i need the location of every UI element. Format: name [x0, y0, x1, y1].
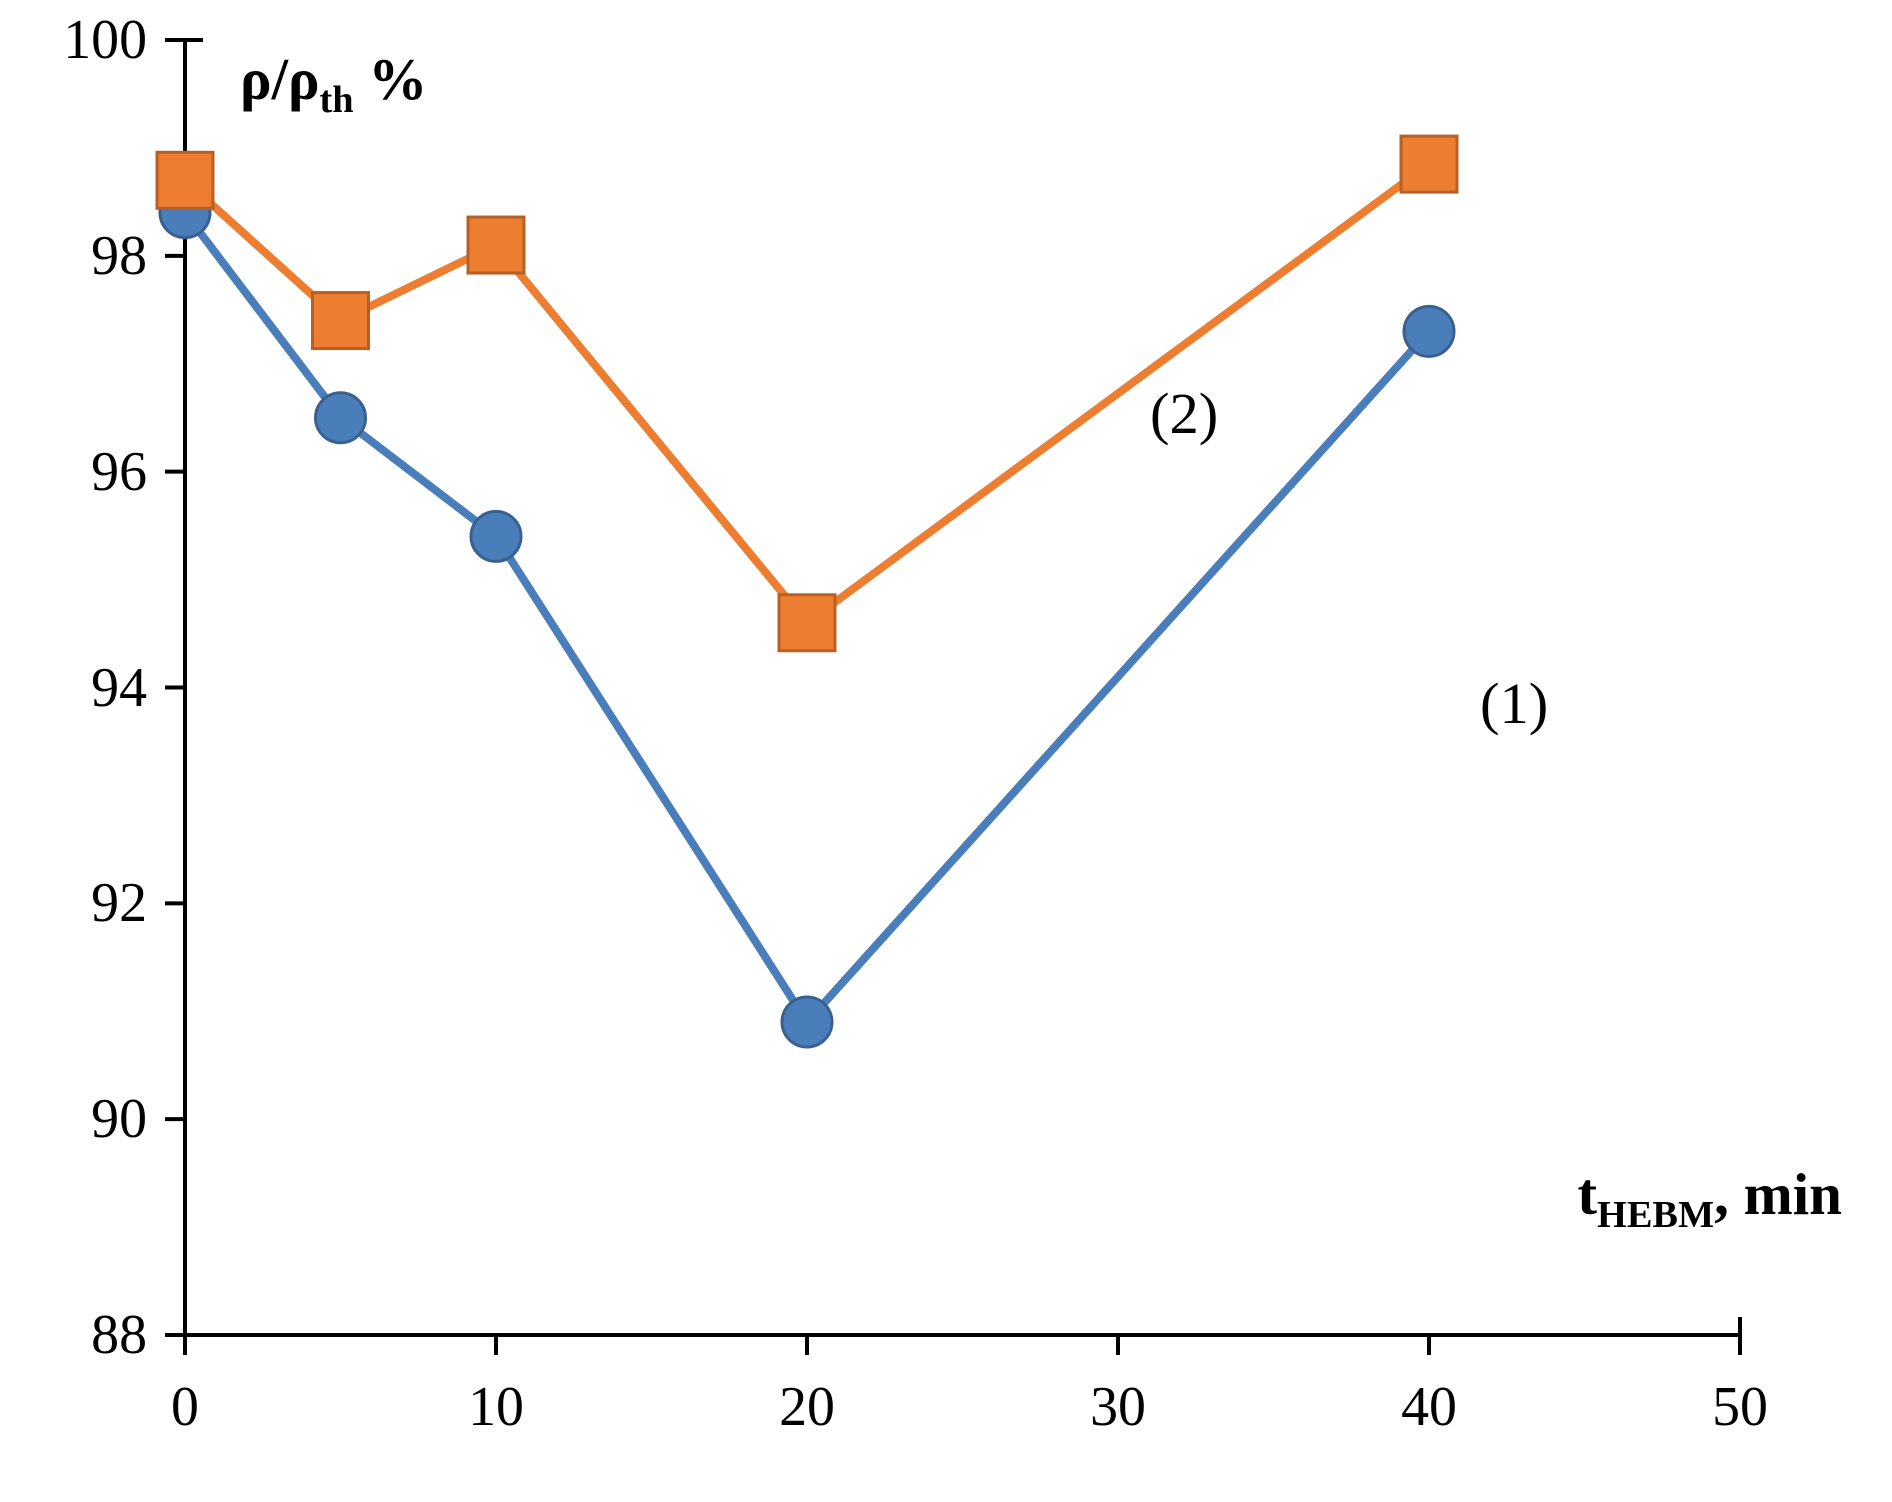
x-tick-label: 30 — [1090, 1375, 1146, 1439]
x-axis-label-suffix: , min — [1714, 1161, 1842, 1227]
y-tick-label: 98 — [91, 224, 147, 288]
series-marker-2 — [157, 152, 213, 208]
series-marker-2 — [468, 217, 524, 273]
density-vs-hebm-chart: ρ/ρth % tHEBM, min 0 10 20 30 40 50 88 90 92 94 96… — [0, 0, 1892, 1502]
x-axis-label-sub: HEBM — [1597, 1194, 1714, 1236]
y-tick-label: 88 — [91, 1303, 147, 1367]
series-marker-2 — [313, 293, 369, 349]
series-marker-1 — [782, 997, 832, 1047]
y-axis-label-rho: ρ/ρ — [240, 46, 320, 112]
series-marker-1 — [471, 511, 521, 561]
x-tick-label: 10 — [468, 1375, 524, 1439]
y-axis-label: ρ/ρth % — [240, 45, 427, 114]
x-tick-label: 50 — [1712, 1375, 1768, 1439]
y-axis-label-suffix: % — [354, 46, 428, 112]
series-marker-2 — [779, 595, 835, 651]
chart-svg — [0, 0, 1892, 1502]
x-tick-label: 0 — [171, 1375, 199, 1439]
y-tick-label: 94 — [91, 656, 147, 720]
y-axis-label-sub: th — [320, 79, 354, 121]
series-annotation: (2) — [1150, 380, 1218, 447]
y-tick-label: 100 — [63, 8, 147, 72]
x-tick-label: 40 — [1401, 1375, 1457, 1439]
y-tick-label: 96 — [91, 440, 147, 504]
x-tick-label: 20 — [779, 1375, 835, 1439]
series-line-2 — [185, 164, 1429, 623]
x-axis-label: tHEBM, min — [1577, 1160, 1842, 1229]
series-annotation: (1) — [1480, 670, 1548, 737]
series-marker-2 — [1401, 136, 1457, 192]
x-axis-label-t: t — [1577, 1161, 1597, 1227]
series-marker-1 — [316, 393, 366, 443]
y-tick-label: 90 — [91, 1087, 147, 1151]
y-tick-label: 92 — [91, 871, 147, 935]
series-marker-1 — [1404, 306, 1454, 356]
